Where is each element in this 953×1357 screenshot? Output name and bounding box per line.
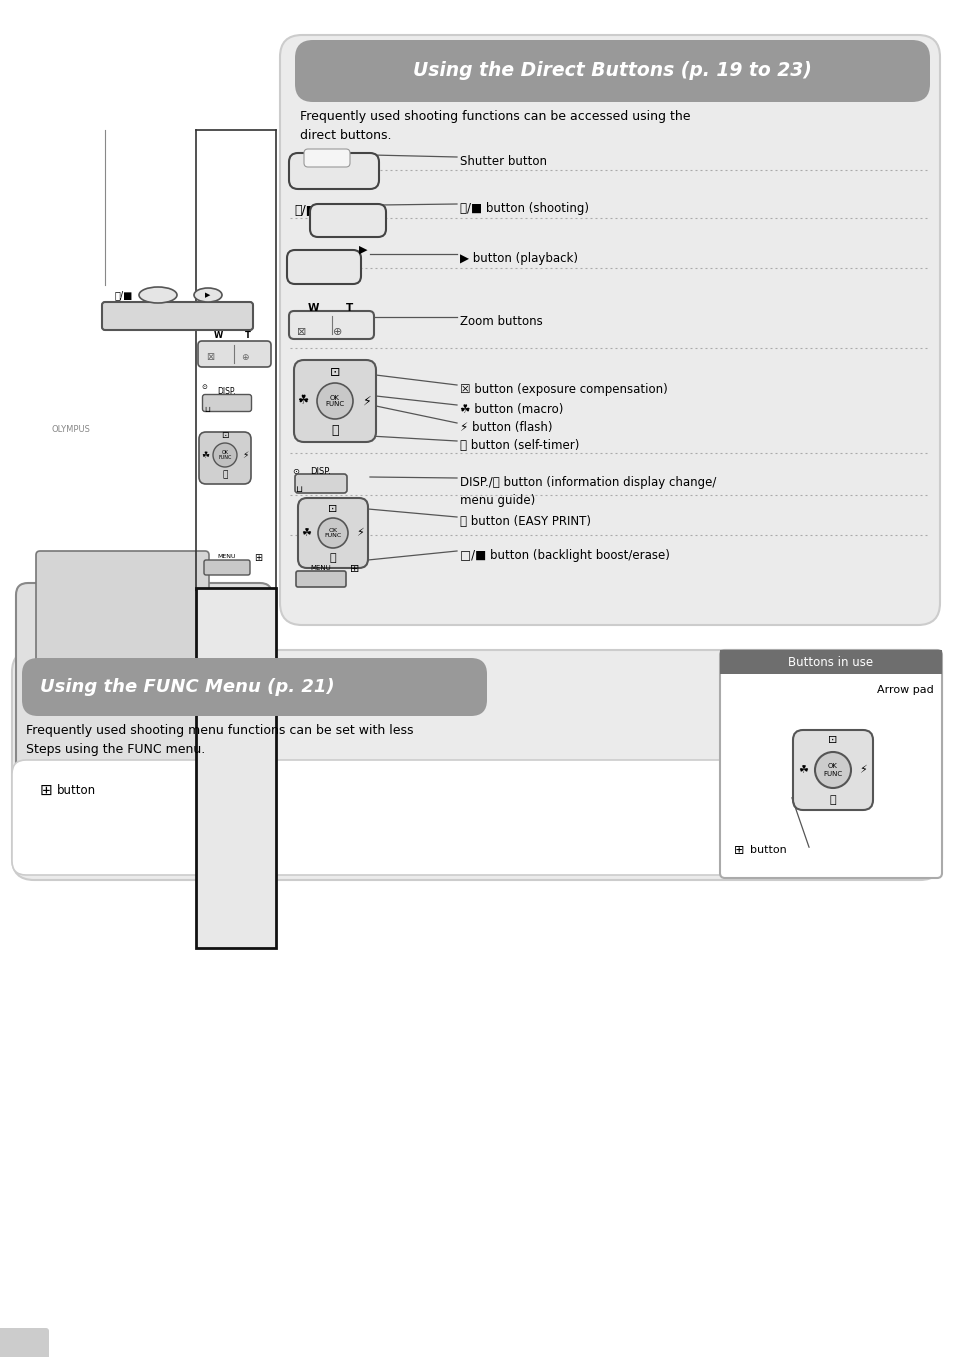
Text: MENU: MENU bbox=[217, 555, 236, 559]
Text: ⚡ button (flash): ⚡ button (flash) bbox=[459, 421, 552, 434]
Ellipse shape bbox=[139, 286, 177, 303]
Text: Shutter button: Shutter button bbox=[459, 155, 546, 168]
Text: ⍨: ⍨ bbox=[829, 795, 836, 805]
Text: Frequently used shooting menu functions can be set with less
Steps using the FUN: Frequently used shooting menu functions … bbox=[26, 725, 413, 756]
Text: T: T bbox=[245, 331, 251, 341]
FancyBboxPatch shape bbox=[22, 658, 486, 716]
FancyBboxPatch shape bbox=[204, 560, 250, 575]
Text: Using the Direct Buttons (p. 19 to 23): Using the Direct Buttons (p. 19 to 23) bbox=[413, 61, 811, 80]
Text: □/■ button (backlight boost/erase): □/■ button (backlight boost/erase) bbox=[459, 550, 669, 562]
Text: Frequently used shooting functions can be accessed using the
direct buttons.: Frequently used shooting functions can b… bbox=[299, 110, 690, 142]
Text: DISP.: DISP. bbox=[217, 388, 236, 396]
FancyBboxPatch shape bbox=[102, 303, 253, 330]
Circle shape bbox=[316, 383, 353, 419]
Text: ⍨: ⍨ bbox=[331, 425, 338, 437]
Text: OLYMPUS: OLYMPUS bbox=[52, 426, 91, 434]
Text: DISP.: DISP. bbox=[311, 467, 331, 475]
Text: OK
FUNC: OK FUNC bbox=[218, 449, 232, 460]
Text: Using the FUNC Menu (p. 21): Using the FUNC Menu (p. 21) bbox=[40, 678, 335, 696]
Text: ⊙: ⊙ bbox=[293, 468, 299, 476]
Text: OK
FUNC: OK FUNC bbox=[324, 528, 341, 539]
FancyBboxPatch shape bbox=[289, 311, 374, 339]
Text: OK
FUNC: OK FUNC bbox=[822, 764, 841, 776]
Text: ⯸/■: ⯸/■ bbox=[294, 204, 317, 217]
Text: Buttons in use: Buttons in use bbox=[787, 655, 873, 669]
FancyBboxPatch shape bbox=[280, 35, 939, 626]
Text: ⊔: ⊔ bbox=[204, 406, 210, 414]
Text: ☘: ☘ bbox=[201, 451, 209, 460]
Text: W: W bbox=[307, 303, 318, 313]
FancyBboxPatch shape bbox=[295, 571, 346, 588]
Text: ⊠: ⊠ bbox=[297, 327, 306, 337]
FancyBboxPatch shape bbox=[304, 149, 350, 167]
Circle shape bbox=[317, 518, 348, 548]
FancyBboxPatch shape bbox=[720, 650, 941, 878]
Text: ⚡: ⚡ bbox=[355, 528, 363, 537]
FancyBboxPatch shape bbox=[720, 650, 941, 674]
Text: MENU: MENU bbox=[311, 565, 331, 571]
FancyBboxPatch shape bbox=[195, 588, 275, 949]
FancyBboxPatch shape bbox=[0, 1329, 49, 1357]
Text: ⍨: ⍨ bbox=[222, 471, 228, 479]
Text: ☘ button (macro): ☘ button (macro) bbox=[459, 403, 563, 417]
FancyBboxPatch shape bbox=[198, 341, 271, 366]
Text: ⯸/■: ⯸/■ bbox=[115, 290, 133, 300]
FancyBboxPatch shape bbox=[12, 760, 941, 875]
Text: ⊡: ⊡ bbox=[827, 735, 837, 745]
Text: ☘: ☘ bbox=[301, 528, 311, 537]
Text: T: T bbox=[346, 303, 354, 313]
Text: ⚡: ⚡ bbox=[362, 395, 371, 407]
FancyBboxPatch shape bbox=[36, 551, 209, 693]
Text: ⊕: ⊕ bbox=[333, 327, 342, 337]
FancyBboxPatch shape bbox=[12, 650, 941, 879]
Text: Arrow pad: Arrow pad bbox=[877, 685, 933, 695]
FancyBboxPatch shape bbox=[199, 432, 251, 484]
Text: ⍨ button (self-timer): ⍨ button (self-timer) bbox=[459, 440, 578, 452]
Text: button: button bbox=[749, 845, 786, 855]
Text: ⊡: ⊡ bbox=[328, 503, 337, 514]
FancyBboxPatch shape bbox=[310, 204, 386, 237]
Text: ⯸/■ button (shooting): ⯸/■ button (shooting) bbox=[459, 202, 588, 214]
Text: W: W bbox=[213, 331, 222, 341]
Text: ⎙ button (EASY PRINT): ⎙ button (EASY PRINT) bbox=[459, 516, 590, 528]
Text: ▶: ▶ bbox=[205, 292, 211, 299]
FancyBboxPatch shape bbox=[294, 39, 929, 102]
FancyBboxPatch shape bbox=[202, 395, 252, 411]
Text: DISP./⓪ button (information display change/
menu guide): DISP./⓪ button (information display chan… bbox=[459, 476, 716, 508]
Text: ▶ button (playback): ▶ button (playback) bbox=[459, 252, 578, 265]
Text: ⚡: ⚡ bbox=[859, 765, 866, 775]
Text: ☒ button (exposure compensation): ☒ button (exposure compensation) bbox=[459, 383, 667, 396]
Text: ⍨: ⍨ bbox=[330, 554, 336, 563]
Text: ☘: ☘ bbox=[797, 765, 807, 775]
Text: ⊞: ⊞ bbox=[253, 554, 262, 563]
FancyBboxPatch shape bbox=[297, 498, 368, 569]
Text: ⊞: ⊞ bbox=[733, 844, 743, 856]
Text: OK
FUNC: OK FUNC bbox=[325, 395, 344, 407]
Text: button: button bbox=[57, 784, 96, 798]
Circle shape bbox=[213, 442, 236, 467]
FancyBboxPatch shape bbox=[294, 474, 347, 493]
Text: ⊡: ⊡ bbox=[330, 365, 340, 379]
Text: ⚡: ⚡ bbox=[241, 451, 248, 460]
Text: ⊡: ⊡ bbox=[221, 430, 229, 440]
Text: ⊕: ⊕ bbox=[241, 353, 249, 361]
Text: ⊞: ⊞ bbox=[40, 783, 52, 798]
FancyBboxPatch shape bbox=[294, 360, 375, 442]
FancyBboxPatch shape bbox=[287, 250, 360, 284]
FancyBboxPatch shape bbox=[289, 153, 378, 189]
Text: ⊞: ⊞ bbox=[350, 565, 359, 574]
Text: ⊠: ⊠ bbox=[206, 351, 213, 362]
FancyBboxPatch shape bbox=[792, 730, 872, 810]
Text: ⊙: ⊙ bbox=[201, 384, 207, 389]
Ellipse shape bbox=[193, 288, 222, 303]
Text: ▶: ▶ bbox=[358, 246, 367, 255]
Circle shape bbox=[814, 752, 850, 788]
Text: ☘: ☘ bbox=[297, 395, 309, 407]
Text: Zoom buttons: Zoom buttons bbox=[459, 315, 542, 328]
FancyBboxPatch shape bbox=[16, 584, 272, 841]
Text: ⊔: ⊔ bbox=[296, 486, 303, 494]
